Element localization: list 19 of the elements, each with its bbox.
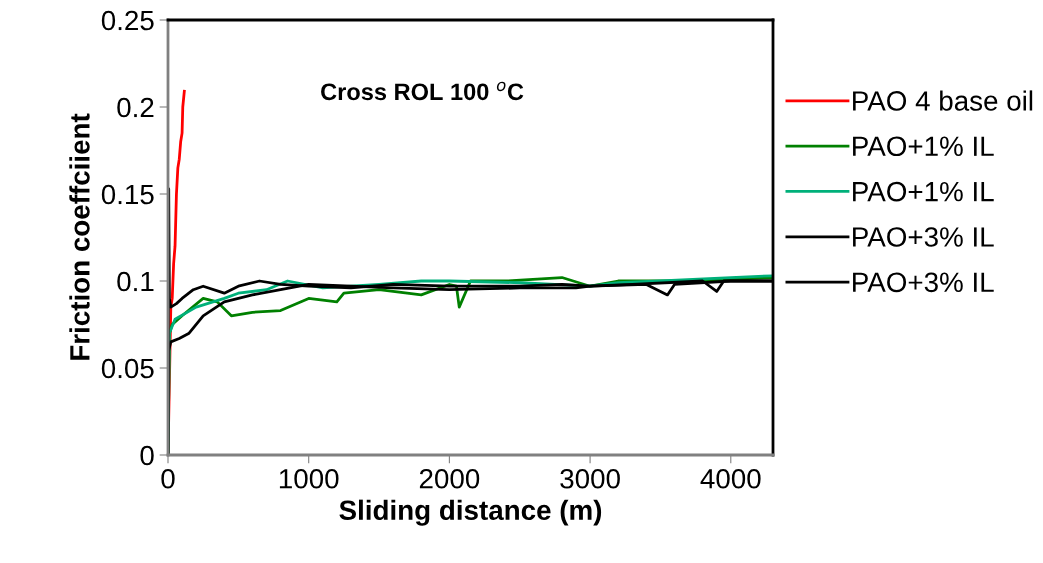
y-tick-label: 0.15 <box>101 184 154 205</box>
legend-label: PAO+1% IL <box>853 136 994 157</box>
x-tick-label: 4000 <box>700 468 761 489</box>
y-tick-label: 0.05 <box>101 358 154 379</box>
x-tick-label: 2000 <box>419 468 480 489</box>
text: Cross ROL 100 $^{o}$C <box>321 81 524 101</box>
x-tick-label: 1000 <box>279 468 339 489</box>
legend-label: PAO+3% IL <box>853 272 994 293</box>
legend-label: PAO+3% IL <box>853 227 994 247</box>
x-tick-label: 3000 <box>560 468 620 489</box>
legend-label: PAO+1% IL <box>853 181 994 202</box>
y-tick-label: 0 <box>140 445 154 466</box>
y-tick-label: 0.2 <box>117 97 154 118</box>
x-tick-label: 0 <box>161 468 175 489</box>
y-axis-title: Friction coeffciient <box>69 113 90 360</box>
y-tick-label: 0.1 <box>117 271 154 292</box>
y-tick-label: 0.25 <box>101 10 154 31</box>
x-axis-title: Sliding distance (m) <box>339 499 602 526</box>
legend-label: PAO 4 base oil <box>853 90 1033 111</box>
